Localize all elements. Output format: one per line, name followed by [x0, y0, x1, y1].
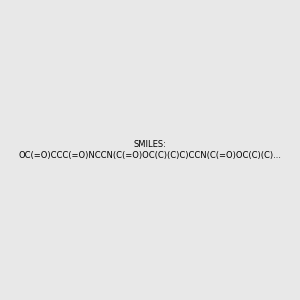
Text: SMILES:
OC(=O)CCC(=O)NCCN(C(=O)OC(C)(C)C)CCN(C(=O)OC(C)(C)...: SMILES: OC(=O)CCC(=O)NCCN(C(=O)OC(C)(C)C…: [19, 140, 281, 160]
